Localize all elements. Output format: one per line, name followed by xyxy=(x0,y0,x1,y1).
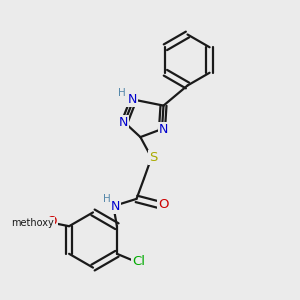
Text: O: O xyxy=(46,215,57,228)
Text: O: O xyxy=(159,198,169,211)
Text: S: S xyxy=(149,151,157,164)
Text: methoxy: methoxy xyxy=(11,218,54,228)
Text: N: N xyxy=(159,122,168,136)
Text: N: N xyxy=(127,93,137,106)
Text: H: H xyxy=(103,194,111,204)
Text: N: N xyxy=(111,200,121,213)
Text: H: H xyxy=(118,88,126,98)
Text: N: N xyxy=(118,116,128,129)
Text: Cl: Cl xyxy=(132,255,145,268)
